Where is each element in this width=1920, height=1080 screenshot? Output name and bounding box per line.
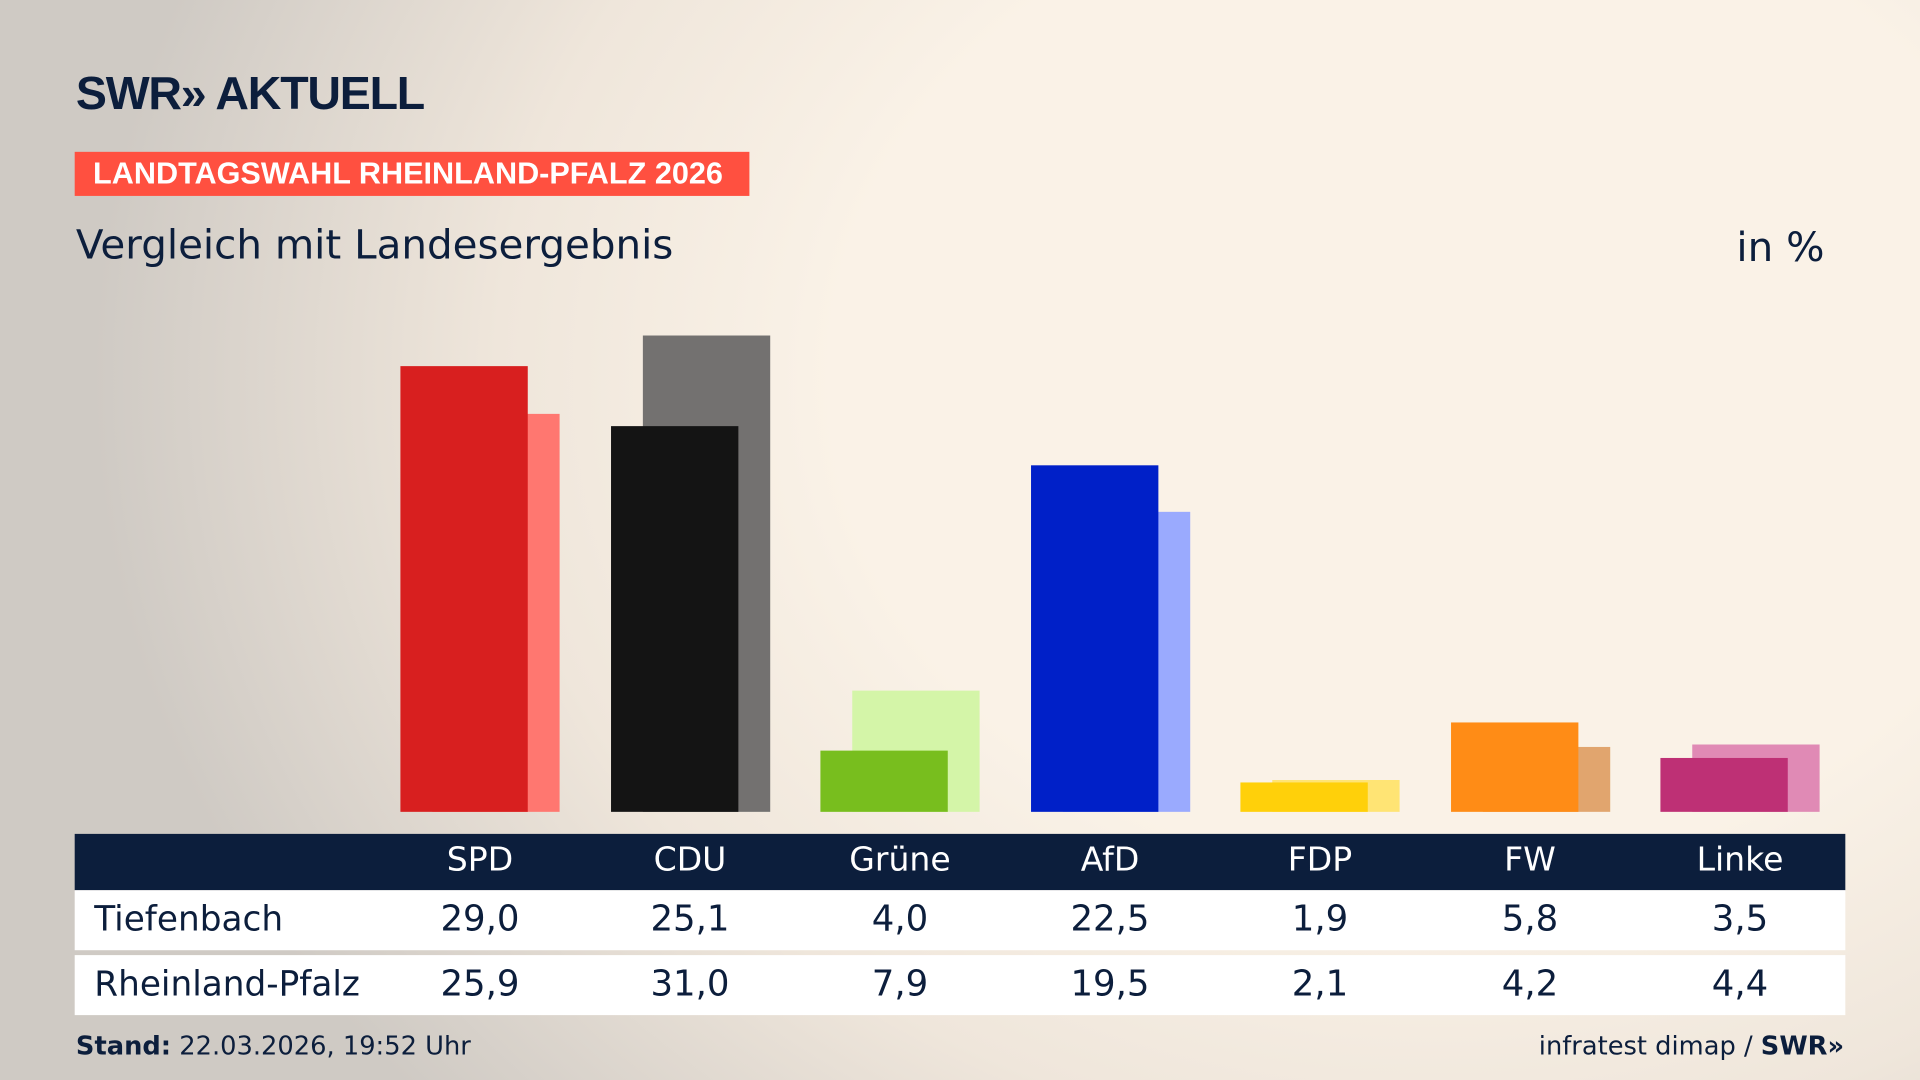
bar-grüne-primary (820, 750, 948, 812)
value-cell: 4,0 (871, 897, 929, 940)
source: infratest dimap / SWR» (1539, 1031, 1844, 1060)
value-cell: 25,9 (440, 962, 520, 1005)
value-cell: 4,4 (1711, 962, 1769, 1005)
value-cell: 7,9 (871, 962, 929, 1005)
bar-linke-primary (1660, 758, 1788, 812)
party-header: Grüne (849, 841, 951, 880)
value-cell: 4,2 (1501, 962, 1559, 1005)
party-header: AfD (1080, 841, 1140, 880)
value-cell: 2,1 (1291, 962, 1349, 1005)
stand-value: 22.03.2026, 19:52 Uhr (171, 1031, 471, 1061)
value-cell: 31,0 (650, 962, 730, 1005)
source-text: infratest dimap / (1538, 1031, 1761, 1061)
bar-fw-primary (1450, 722, 1578, 812)
party-header: CDU (653, 841, 727, 880)
table-row-rheinland-pfalz: Rheinland-Pfalz 25,9 31,0 7,9 19,5 2,1 4,2 4,4 (74, 955, 1846, 1016)
party-header: Linke (1696, 841, 1784, 880)
chart-subtitle: Vergleich mit Landesergebnis (75, 220, 674, 269)
value-cell: 29,0 (440, 897, 520, 940)
unit-label: in % (1736, 222, 1825, 271)
value-cell: 1,9 (1291, 897, 1349, 940)
stand-label: Stand: (75, 1031, 172, 1061)
value-cell: 25,1 (650, 897, 730, 940)
bar-area (400, 335, 1820, 812)
party-header: FDP (1287, 841, 1353, 880)
party-header: FW (1504, 841, 1556, 880)
bar-fdp-primary (1240, 782, 1368, 812)
table-row-tiefenbach: Tiefenbach 29,0 25,1 4,0 22,5 1,9 5,8 3,5 (74, 890, 1846, 951)
row-label: Rheinland-Pfalz (94, 963, 360, 1005)
value-cell: 5,8 (1501, 897, 1559, 940)
table-header: SPD CDU Grüne AfD FDP FW Linke (74, 833, 1846, 891)
value-cell: 22,5 (1070, 897, 1150, 940)
swr-aktuell-logo: SWR» AKTUELL (75, 68, 425, 121)
bar-afd-primary (1030, 465, 1158, 812)
timestamp: Stand: 22.03.2026, 19:52 Uhr (76, 1031, 471, 1060)
value-cell: 19,5 (1070, 962, 1150, 1005)
value-cell: 3,5 (1711, 897, 1769, 940)
swr-logo-small: SWR» (1760, 1031, 1845, 1061)
bar-spd-primary (400, 365, 528, 812)
row-label: Tiefenbach (94, 898, 284, 940)
party-header: SPD (446, 841, 514, 880)
election-badge: LANDTAGSWAHL RHEINLAND-PFALZ 2026 (74, 151, 750, 196)
bar-cdu-primary (610, 425, 738, 812)
